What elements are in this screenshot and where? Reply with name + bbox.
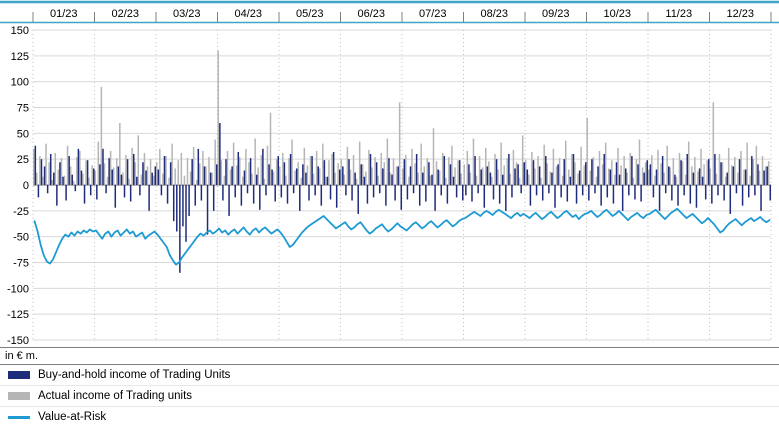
y-tick-label: 50 (17, 128, 29, 140)
buy-and-hold-bars (34, 123, 772, 273)
actual-income-bars (32, 50, 770, 185)
actual-income-swatch-icon (8, 392, 30, 400)
y-tick-label: -125 (7, 309, 29, 321)
month-boundaries (32, 12, 772, 340)
y-tick-label: -100 (7, 283, 29, 295)
value-at-risk-swatch-icon (8, 415, 30, 419)
y-tick-label: 100 (11, 77, 29, 89)
y-tick-label: 150 (11, 25, 29, 37)
x-axis-labels: 01/23 02/23 03/23 04/23 05/23 06/23 07/23 08/23… (50, 8, 754, 20)
y-tick-label: 0 (23, 180, 29, 192)
y-tick-label: -50 (13, 232, 29, 244)
x-tick-label: 11/23 (665, 8, 692, 20)
legend-label-buy-and-hold: Buy-and-hold income of Trading Units (38, 369, 231, 381)
x-tick-label: 12/23 (726, 8, 754, 20)
x-tick-label: 06/23 (357, 8, 385, 20)
legend-item-buy-and-hold: Buy-and-hold income of Trading Units (0, 365, 779, 386)
legend-item-value-at-risk: Value-at-Risk (0, 407, 779, 427)
y-axis-labels: 150 125 100 75 50 25 0 -25 -50 -75 -100 -125 -150 (7, 25, 29, 347)
y-tick-label: 25 (17, 154, 29, 166)
x-tick-label: 08/23 (480, 8, 508, 20)
buy-and-hold-swatch-icon (8, 371, 30, 379)
y-tick-label: 75 (17, 103, 29, 115)
chart-footer: in € m. Buy-and-hold income of Trading U… (0, 347, 779, 427)
unit-label: in € m. (0, 347, 779, 365)
x-tick-label: 02/23 (111, 8, 139, 20)
x-tick-label: 01/23 (50, 8, 78, 20)
chart-plot-area: 150 125 100 75 50 25 0 -25 -50 -75 -100 -125 -150 01/… (0, 0, 779, 347)
legend-item-actual-income: Actual income of Trading units (0, 386, 779, 407)
legend-label-value-at-risk: Value-at-Risk (38, 411, 107, 423)
x-tick-label: 04/23 (234, 8, 262, 20)
value-at-risk-line (33, 207, 771, 266)
y-tick-label: -150 (7, 335, 29, 347)
x-tick-label: 07/23 (419, 8, 447, 20)
y-tick-label: 125 (11, 51, 29, 63)
x-tick-label: 09/23 (542, 8, 570, 20)
top-border-lines (0, 0, 779, 24)
x-tick-label: 05/23 (296, 8, 324, 20)
y-tick-label: -25 (13, 206, 29, 218)
x-tick-label: 03/23 (173, 8, 201, 20)
x-tick-label: 10/23 (603, 8, 631, 20)
y-tick-label: -75 (13, 258, 29, 270)
legend-label-actual-income: Actual income of Trading units (38, 390, 193, 402)
